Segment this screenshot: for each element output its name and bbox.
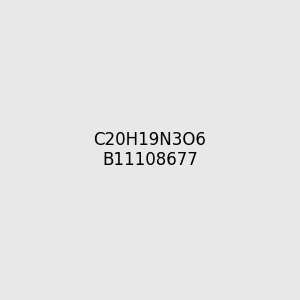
Text: C20H19N3O6
B11108677: C20H19N3O6 B11108677	[94, 130, 206, 170]
